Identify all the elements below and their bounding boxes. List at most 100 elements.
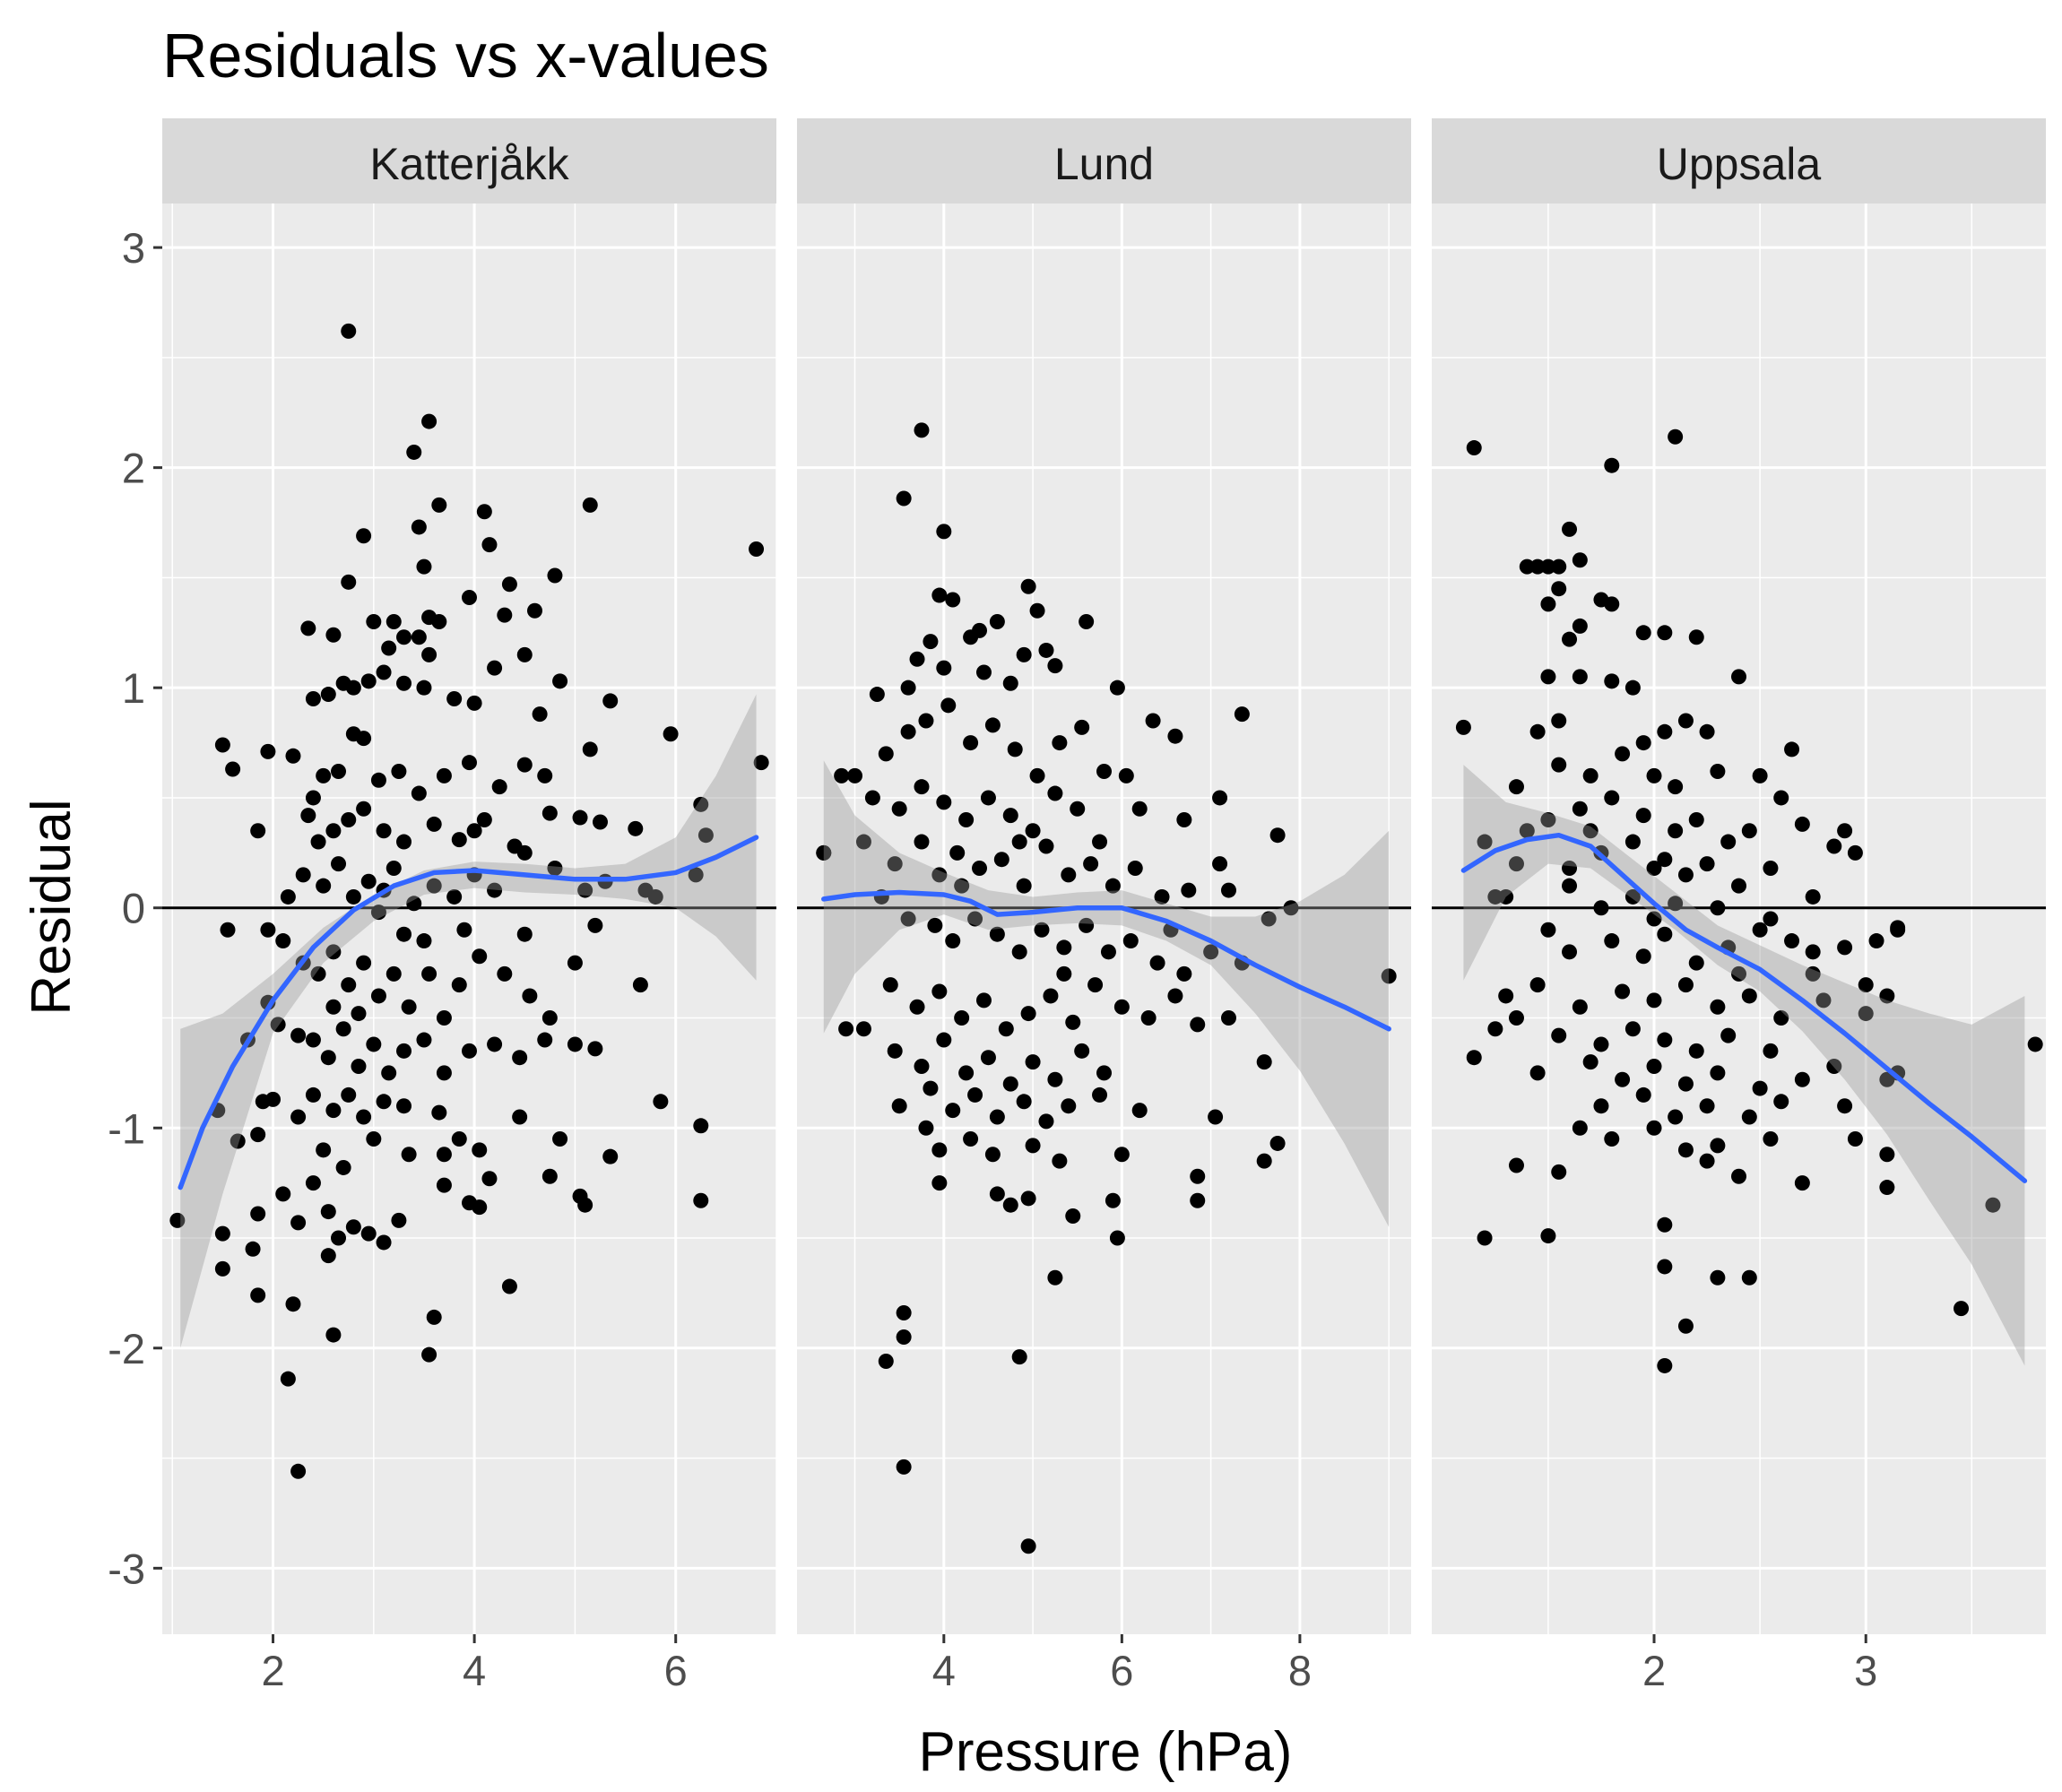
data-point [878, 746, 894, 762]
data-point [1529, 723, 1546, 740]
data-point [838, 1021, 854, 1037]
data-point [1113, 1147, 1130, 1163]
data-point [1498, 888, 1514, 905]
x-tick-label: 6 [1110, 1647, 1133, 1694]
data-point [270, 1017, 286, 1033]
data-point [396, 926, 412, 942]
y-tick-label: 2 [122, 445, 145, 492]
data-point [1699, 723, 1715, 740]
data-point [967, 911, 983, 927]
data-point [1763, 861, 1779, 877]
y-tick-label: 3 [122, 224, 145, 272]
data-point [487, 1036, 503, 1052]
data-point [341, 1086, 357, 1103]
data-point [472, 1199, 488, 1216]
data-point [1837, 1098, 1853, 1114]
data-point [693, 1118, 709, 1134]
data-point [1879, 1071, 1895, 1087]
data-point [275, 1186, 291, 1202]
data-point [341, 323, 357, 339]
smooth-line [1460, 832, 2028, 1183]
data-point [225, 761, 241, 777]
data-point [1487, 1021, 1503, 1037]
data-point [1677, 713, 1694, 729]
data-point [497, 965, 513, 982]
data-point [914, 422, 930, 438]
data-point [923, 634, 939, 650]
data-point [963, 629, 979, 645]
data-point [356, 731, 372, 747]
data-point [1562, 631, 1578, 647]
data-point [1805, 944, 1821, 960]
data-point [1131, 1103, 1148, 1119]
data-point [1551, 1027, 1567, 1043]
data-point [1145, 713, 1161, 729]
data-point [1604, 933, 1620, 949]
data-point [1954, 1301, 1970, 1317]
data-point [416, 1032, 432, 1048]
data-point [1105, 1192, 1121, 1208]
data-point [1131, 801, 1148, 817]
data-point [1092, 1086, 1108, 1103]
data-point [1858, 1006, 1874, 1022]
data-point [887, 1043, 903, 1059]
data-point [1208, 1109, 1224, 1125]
data-point [462, 590, 477, 606]
data-point [1657, 852, 1673, 868]
data-point [1688, 812, 1704, 828]
data-point [325, 944, 342, 960]
data-point [1646, 767, 1662, 783]
data-point [693, 796, 709, 812]
data-point [381, 640, 397, 656]
data-point [1181, 882, 1197, 898]
data-point [900, 911, 916, 927]
data-point [360, 1225, 377, 1242]
y-tick-label: 0 [122, 885, 145, 932]
data-point [602, 693, 619, 709]
data-point [936, 660, 952, 676]
data-point [411, 785, 427, 801]
data-point [896, 1305, 912, 1321]
data-point [1269, 1135, 1286, 1151]
data-point [305, 690, 321, 706]
data-point [1269, 827, 1286, 844]
data-point [1056, 965, 1072, 982]
data-point [345, 680, 361, 696]
data-point [512, 1109, 528, 1125]
data-point [1122, 933, 1139, 949]
confidence-band [1463, 765, 2025, 1366]
data-point [1635, 625, 1651, 641]
data-point [391, 1212, 407, 1228]
data-point [386, 614, 402, 630]
data-point [260, 922, 276, 938]
data-point [1551, 558, 1567, 575]
data-point [1002, 1197, 1018, 1213]
data-point [914, 779, 930, 795]
data-point [416, 558, 432, 575]
data-point [1508, 856, 1524, 872]
data-point [386, 965, 402, 982]
data-point [1731, 965, 1746, 982]
data-point [1593, 1036, 1609, 1052]
data-point [366, 1036, 382, 1052]
data-point [1256, 1054, 1272, 1070]
data-point [1020, 1538, 1036, 1554]
data-point [1002, 1076, 1018, 1092]
data-point [1805, 888, 1821, 905]
data-point [1455, 719, 1471, 735]
data-point [250, 823, 266, 839]
data-point [1773, 1009, 1789, 1026]
data-point [325, 999, 342, 1015]
data-point [381, 1065, 397, 1081]
data-point [331, 856, 347, 872]
data-point [1016, 878, 1032, 894]
data-point [1038, 642, 1054, 658]
data-point [1879, 1180, 1895, 1196]
data-point [900, 680, 916, 696]
data-point [896, 1329, 912, 1346]
data-point [1635, 735, 1651, 751]
data-point [305, 1175, 321, 1191]
data-point [1083, 856, 1099, 872]
data-point [989, 1186, 1005, 1202]
x-tick-label: 6 [664, 1647, 688, 1694]
